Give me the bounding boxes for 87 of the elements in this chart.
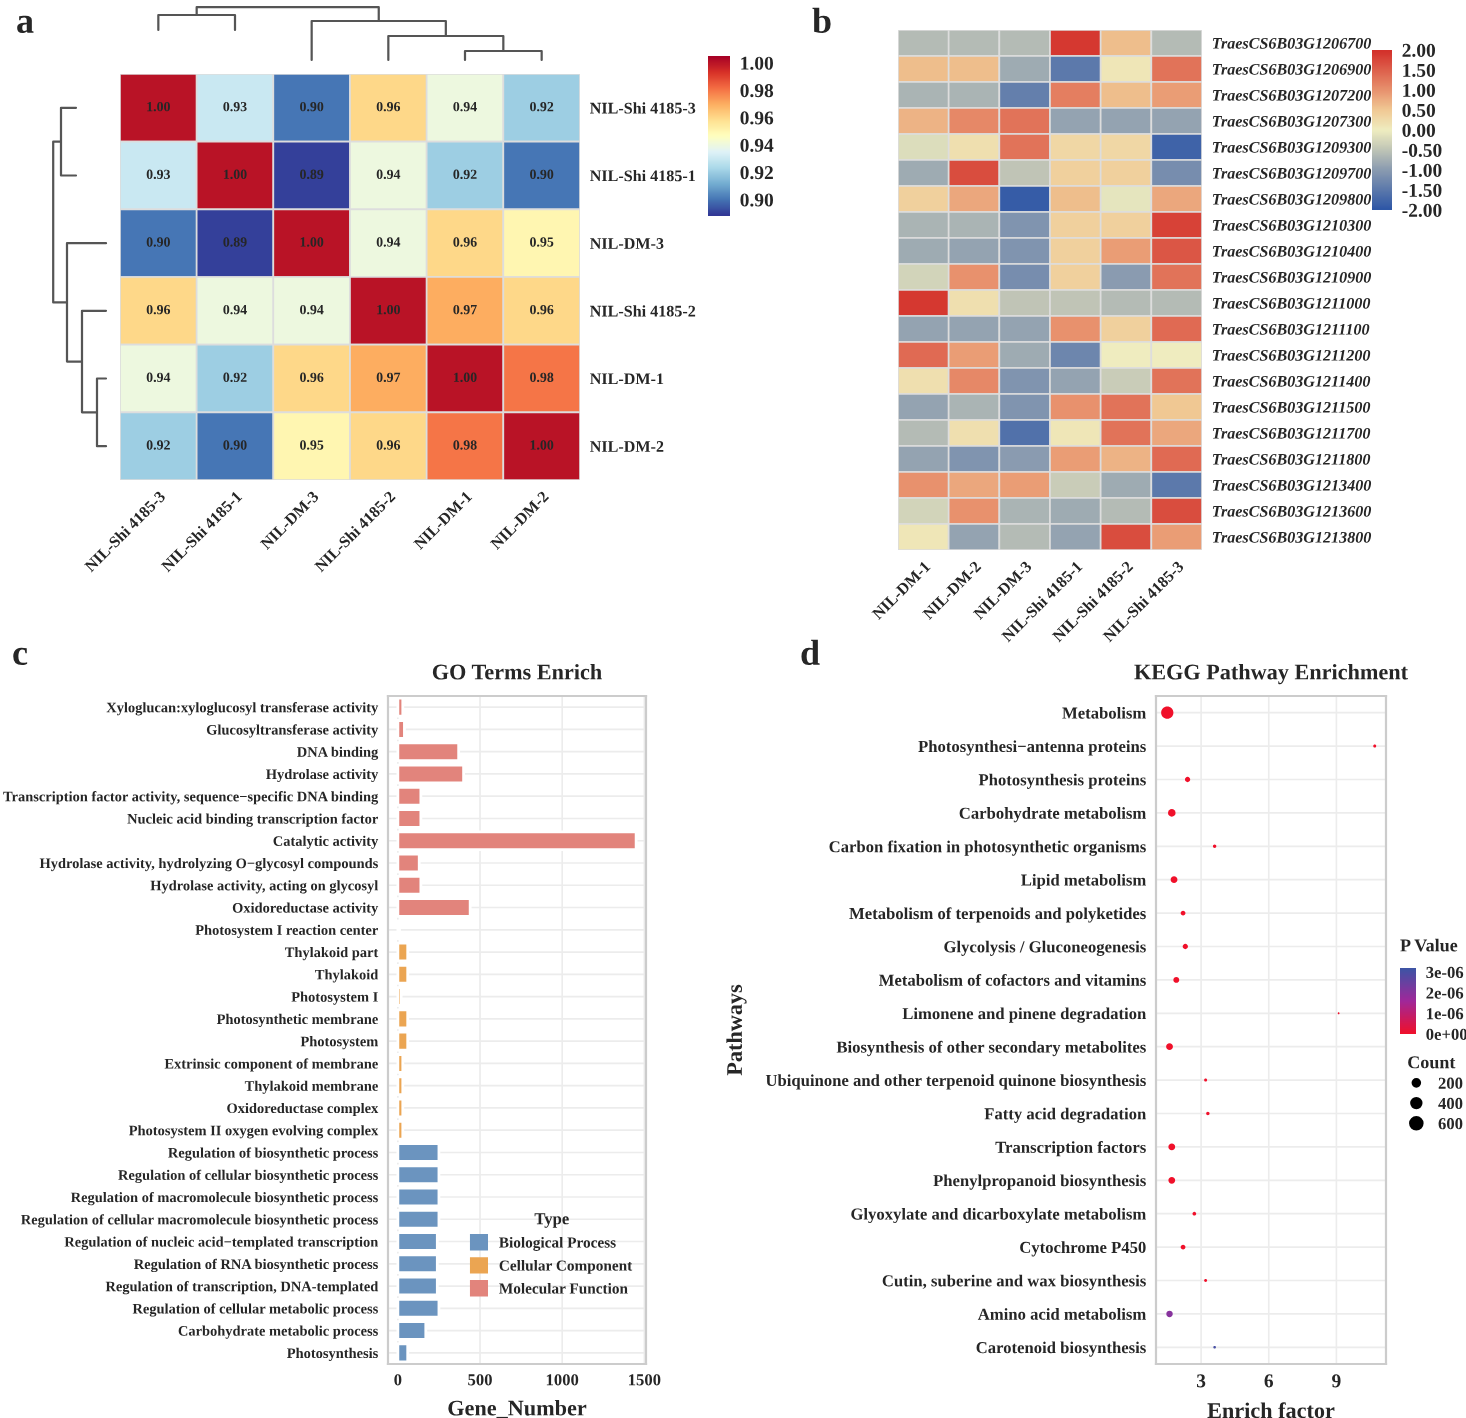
y-tick-label: Amino acid metabolism [977, 1308, 1146, 1320]
y-tick-label: Carbohydrate metabolism [959, 807, 1146, 823]
y-tick-label: TraesCS6B03G1209300 [1212, 141, 1372, 153]
y-tick-label: TraesCS6B03G1210900 [1212, 271, 1372, 283]
color-bar-label: 2e-06 [1426, 987, 1464, 999]
y-tick-label: Cutin, suberine and wax biosynthesis [882, 1274, 1146, 1290]
color-bar-label: 0e+00 [1426, 1028, 1466, 1040]
color-bar-label: -0.50 [1402, 143, 1442, 158]
text: b [812, 7, 831, 34]
y-tick-label: TraesCS6B03G1207300 [1212, 115, 1372, 127]
legend-title: Type [534, 1213, 569, 1228]
y-tick-label: TraesCS6B03G1213400 [1212, 479, 1372, 491]
y-tick-label: TraesCS6B03G1209700 [1212, 167, 1372, 179]
x-tick-label: 0 [394, 1374, 402, 1386]
y-tick-label: Cytochrome P450 [1020, 1241, 1146, 1257]
color-bar-label: 0.94 [740, 138, 774, 152]
y-tick-label: Metabolism of cofactors and vitamins [879, 973, 1146, 986]
color-bar-label: 0.00 [1402, 123, 1436, 138]
y-tick-label: NIL-DM-1 [590, 373, 664, 385]
y-tick-label: Biosynthesis of other secondary metabolites [836, 1040, 1146, 1057]
y-tick-label: TraesCS6B03G1211100 [1212, 323, 1370, 335]
legend-label: 400 [1438, 1097, 1463, 1110]
y-tick-label: Lipid metabolism [1021, 873, 1146, 890]
y-tick-label: Fatty acid degradation [984, 1107, 1147, 1123]
y-tick-label: TraesCS6B03G1206900 [1212, 63, 1372, 75]
text: d [801, 639, 820, 666]
y-tick-label: NIL-Shi 4185-1 [590, 169, 695, 182]
y-tick-label: Photosynthesis proteins [978, 773, 1146, 789]
y-tick-label: Limonene and pinene degradation [902, 1007, 1147, 1023]
x-axis-title: Enrich factor [1207, 1402, 1335, 1418]
y-tick-label: NIL-Shi 4185-3 [590, 102, 696, 114]
y-tick-label: TraesCS6B03G1211400 [1212, 375, 1371, 387]
chart-title: KEGG Pathway Enrichment [1134, 663, 1408, 685]
color-bar-label: -1.00 [1402, 163, 1442, 178]
color-bar-label: 1e-06 [1427, 1008, 1464, 1020]
y-tick-label: Carotenoid biosynthesis [976, 1341, 1146, 1357]
color-bar-label: 0.98 [740, 84, 774, 98]
y-tick-label: TraesCS6B03G1210300 [1212, 219, 1372, 231]
legend-label: 600 [1438, 1118, 1463, 1130]
y-tick-label: NIL-DM-2 [590, 441, 664, 452]
y-tick-label: Metabolism [1062, 706, 1146, 719]
y-tick-label: Ubiquinone and other terpenoid quinone biosynthesis [765, 1074, 1146, 1090]
y-tick-label: TraesCS6B03G1209800 [1212, 193, 1372, 205]
y-tick-label: Glyoxylate and dicarboxylate metabolism [851, 1207, 1146, 1224]
x-tick-label: 3 [1196, 1374, 1206, 1388]
y-tick-label: TraesCS6B03G1211800 [1212, 453, 1371, 465]
y-tick-label: Phenylpropanoid biosynthesis [933, 1174, 1146, 1190]
color-bar-title: P Value [1400, 938, 1458, 952]
y-tick-label: TraesCS6B03G1207200 [1212, 89, 1372, 101]
y-tick-label: TraesCS6B03G1211000 [1212, 297, 1371, 309]
y-tick-label: Carbon fixation in photosynthetic organisms [829, 840, 1146, 856]
y-tick-label: Glycolysis / Gluconeogenesis [944, 940, 1146, 956]
y-tick-label: TraesCS6B03G1211200 [1212, 349, 1371, 361]
y-tick-label: TraesCS6B03G1210400 [1212, 245, 1372, 257]
y-tick-label: TraesCS6B03G1206700 [1212, 37, 1372, 49]
y-tick-label: Photosynthesi−antenna proteins [918, 740, 1146, 756]
y-tick-label: TraesCS6B03G1211500 [1212, 401, 1371, 413]
y-tick-label: NIL-DM-3 [590, 238, 664, 249]
y-tick-label: TraesCS6B03G1213600 [1212, 505, 1372, 517]
color-bar-label: 1.00 [741, 56, 774, 70]
color-bar-label: 2.00 [1402, 43, 1436, 58]
x-tick-label: 1500 [629, 1374, 661, 1386]
color-bar-label: 1.50 [1403, 63, 1436, 78]
color-bar-label: -2.00 [1402, 203, 1442, 218]
color-bar-label: 0.96 [740, 111, 774, 125]
legend-label: 200 [1438, 1077, 1463, 1089]
x-tick-label: 1000 [546, 1374, 579, 1386]
y-tick-label: TraesCS6B03G1213800 [1212, 531, 1372, 543]
x-axis-title: Gene_Number [448, 1399, 587, 1418]
legend-title: Count [1408, 1056, 1456, 1069]
color-bar-label: 0.92 [740, 166, 773, 180]
color-bar-label: -1.50 [1402, 183, 1442, 198]
x-tick-label: 500 [468, 1374, 492, 1386]
color-bar-label: 3e-06 [1426, 966, 1464, 979]
y-tick-label: TraesCS6B03G1211700 [1212, 427, 1371, 439]
color-bar-label: 0.50 [1402, 103, 1436, 118]
y-axis-title: Pathways [726, 984, 747, 1076]
chart-title: GO Terms Enrich [432, 663, 602, 680]
y-tick-label: NIL-Shi 4185-2 [590, 305, 696, 317]
y-tick-label: Transcription factors [995, 1141, 1146, 1157]
y-tick-label: Metabolism of terpenoids and polyketides [849, 907, 1146, 923]
text: a [17, 15, 34, 34]
x-tick-label: 6 [1264, 1374, 1274, 1388]
x-tick-label: 9 [1332, 1374, 1341, 1388]
text: c [13, 647, 28, 666]
color-bar-label: 1.00 [1403, 83, 1436, 98]
color-bar-label: 0.90 [740, 193, 774, 207]
